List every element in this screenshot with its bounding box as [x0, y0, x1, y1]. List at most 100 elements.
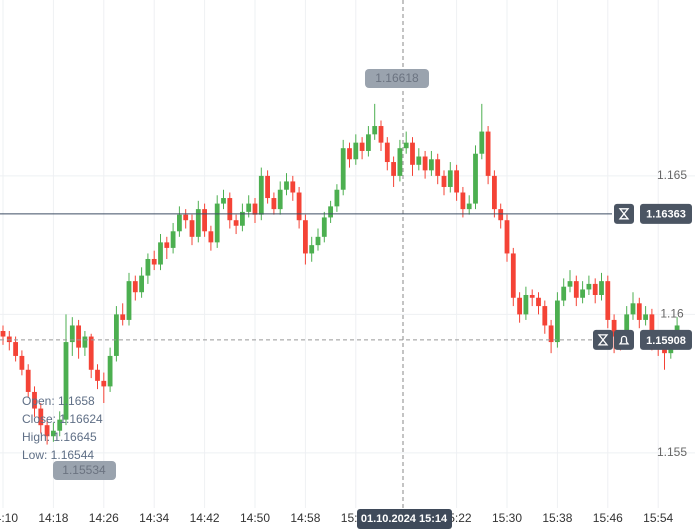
- candle-body: [435, 159, 441, 176]
- candle-body: [643, 314, 648, 320]
- ohlc-info: Low: 1.16544: [22, 448, 94, 462]
- x-tick-label: 14:50: [240, 511, 270, 525]
- price-badge-label: 1.15908: [646, 335, 686, 347]
- candle-body: [233, 220, 239, 226]
- price-badge-label: 1.16363: [646, 209, 686, 221]
- candle-body: [151, 258, 157, 265]
- x-tick-label: 14:26: [89, 511, 119, 525]
- candle-body: [44, 425, 50, 437]
- candle-body: [95, 369, 100, 381]
- candle-body: [561, 286, 567, 301]
- time-badge: [357, 509, 452, 529]
- candle-body: [321, 217, 327, 237]
- candle-body: [372, 126, 378, 135]
- candle-body: [592, 283, 598, 295]
- candle-body: [504, 220, 510, 254]
- candle-body: [189, 220, 195, 237]
- candle-body: [126, 281, 132, 320]
- bell-icon: [618, 335, 630, 345]
- candle-body: [328, 206, 333, 218]
- x-tick-label: 14:10: [0, 511, 18, 525]
- candle-body: [359, 142, 365, 151]
- x-tick-label: 15:46: [593, 511, 623, 525]
- price-badge: [640, 203, 692, 224]
- candle-body: [536, 297, 541, 307]
- candle-body: [454, 170, 459, 193]
- candle-body: [177, 214, 182, 232]
- x-tick-label: 14:18: [38, 511, 68, 525]
- candle-body: [334, 189, 340, 207]
- candle-body: [410, 142, 415, 165]
- candle-body: [214, 203, 220, 243]
- candle-body: [208, 231, 214, 243]
- candle-body: [529, 294, 535, 298]
- x-tick-label: 14:58: [290, 511, 320, 525]
- candle-body: [284, 181, 289, 190]
- candle-body: [460, 192, 466, 210]
- candle-body: [517, 297, 522, 315]
- y-tick-label: 1.165: [657, 168, 687, 182]
- candle-body: [422, 156, 428, 171]
- candle-body: [315, 236, 321, 246]
- candle-body: [290, 181, 296, 193]
- candle-body: [183, 214, 189, 221]
- ohlc-info: High: 1.16645: [22, 430, 97, 444]
- candle-body: [611, 319, 617, 337]
- candle-body: [51, 430, 56, 437]
- price-badge: [640, 329, 692, 350]
- candle-body: [466, 203, 472, 210]
- candle-body: [296, 192, 302, 221]
- x-tick-label: 14:42: [190, 511, 220, 525]
- candle-body: [403, 142, 409, 149]
- candle-body: [139, 275, 144, 293]
- low-label: 1.15534: [62, 463, 106, 477]
- candle-body: [447, 170, 453, 187]
- candle-body: [13, 342, 18, 356]
- candle-body: [340, 148, 346, 190]
- candle-body: [82, 336, 88, 348]
- candle-body: [605, 281, 611, 320]
- candle-body: [542, 306, 548, 326]
- candle-body: [69, 325, 75, 343]
- candle-body: [25, 369, 31, 392]
- candle-body: [378, 126, 384, 143]
- candle-body: [580, 289, 585, 298]
- candle-body: [429, 159, 434, 171]
- candle-body: [630, 303, 636, 315]
- crosshair-price-label: 1.16618: [375, 71, 419, 85]
- candle-body: [195, 209, 201, 237]
- y-tick-label: 1.16: [660, 307, 684, 321]
- candle-body: [498, 209, 504, 221]
- candle-body: [258, 175, 264, 215]
- candle-body: [353, 142, 359, 160]
- candle-body: [366, 134, 371, 151]
- candle-body: [101, 380, 107, 387]
- candle-body: [567, 281, 573, 287]
- time-badge-label: 01.10.2024 15:14: [361, 513, 448, 525]
- candle-body: [391, 162, 396, 176]
- candle-body: [586, 283, 592, 290]
- candle-body: [132, 281, 138, 293]
- candle-body: [107, 355, 113, 387]
- candle-body: [309, 245, 315, 254]
- hourglass-icon: [597, 334, 609, 346]
- candle-body: [145, 258, 151, 276]
- candle-body: [473, 153, 478, 204]
- candle-body: [624, 314, 630, 343]
- candle-body: [19, 355, 25, 370]
- candle-body: [397, 148, 403, 176]
- candle-body: [636, 303, 642, 320]
- candle-body: [573, 281, 579, 298]
- candle-body: [88, 336, 94, 370]
- candle-body: [252, 203, 258, 215]
- ohlc-info: Open: 1.1658: [22, 394, 95, 408]
- x-tick-label: 15:30: [492, 511, 522, 525]
- candle-body: [599, 281, 604, 295]
- candle-body: [170, 231, 176, 248]
- candle-body: [120, 314, 126, 320]
- x-tick-label: 14:34: [139, 511, 169, 525]
- x-tick-label: 15:38: [542, 511, 572, 525]
- ohlc-info: Close: 1.16624: [22, 412, 103, 426]
